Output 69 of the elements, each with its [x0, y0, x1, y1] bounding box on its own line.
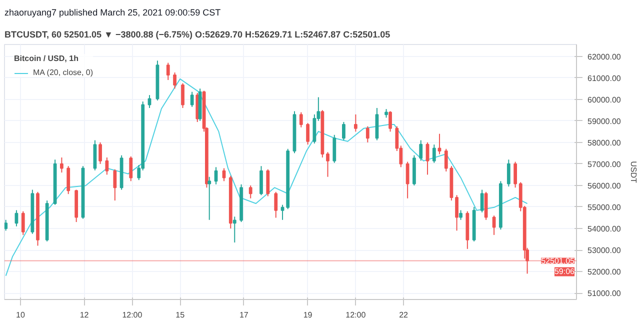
annotation: 59:06 [554, 267, 576, 276]
candlestick [375, 107, 379, 141]
candlestick [514, 161, 518, 188]
x-tick-label: 12 [80, 310, 90, 320]
candlestick [459, 210, 462, 220]
candlestick [506, 159, 510, 188]
candlestick [113, 168, 117, 202]
candlestick [480, 189, 484, 213]
y-tick-label: 56000.00 [588, 181, 622, 190]
x-tick-label: 10 [16, 310, 26, 320]
candlestick [388, 110, 392, 132]
y-tick-label: 54000.00 [588, 224, 622, 234]
candlestick [406, 161, 410, 199]
chart-title: zhaoruyang7 published March 25, 2021 09:00:59 CST [4, 8, 222, 18]
y-tick-label: 60000.00 [588, 95, 622, 104]
candlestick [66, 166, 70, 195]
candlestick [4, 219, 8, 232]
x-tick-label: 19 [303, 310, 313, 320]
y-axis-title: USDT [628, 161, 638, 183]
legend-label: MA (20, close, 0) [33, 68, 94, 77]
candlestick [60, 156, 64, 174]
candlestick [21, 210, 25, 236]
y-tick-label: 59000.00 [588, 116, 622, 126]
candlestick [326, 152, 330, 178]
candlestick [166, 62, 170, 81]
candlestick [306, 122, 310, 146]
candlestick [312, 114, 316, 144]
y-tick-label: 62000.00 [588, 52, 622, 62]
candlestick [432, 144, 436, 164]
candlestick [342, 121, 346, 141]
y-tick-label: 57000.00 [588, 160, 622, 169]
x-tick-label: 22 [399, 310, 409, 320]
candlestick [208, 176, 212, 220]
line-series [5, 78, 528, 276]
y-tick-label: 58000.00 [588, 138, 622, 148]
candlestick [274, 191, 278, 218]
x-tick-label: 12:00 [346, 310, 366, 320]
candlestick [266, 168, 270, 197]
candlestick [280, 204, 284, 220]
candlestick [332, 134, 336, 164]
candlestick [105, 156, 109, 176]
candlestick [419, 140, 423, 162]
candlestick [438, 133, 442, 155]
candlestick [444, 148, 448, 172]
candlestick [232, 216, 236, 243]
candlestick [366, 126, 370, 143]
candlestick [260, 166, 263, 196]
candlestick [98, 142, 102, 164]
candlestick [190, 91, 194, 108]
ref-line-label: 52501.05 [541, 256, 576, 266]
candlestick [173, 72, 176, 90]
candlestick [129, 156, 133, 182]
chart-subtitle: BTCUSDT, 60 52501.05 ▼ −3800.88 (−6.75%) O:52629.70 H:52629.71 L:52467.87 C:52501.05 [4, 30, 390, 40]
y-tick-label: 51000.00 [588, 289, 622, 298]
x-tick-label: 17 [239, 310, 249, 320]
x-tick-label: 15 [176, 310, 186, 320]
y-tick-label: 55000.00 [588, 202, 622, 212]
legend-title: Bitcoin / USD, 1h [14, 54, 80, 63]
candlestick [455, 194, 458, 232]
y-tick-label: 53000.00 [588, 246, 622, 256]
candlestick [248, 184, 252, 199]
candlestick [148, 94, 152, 108]
candlestick [354, 114, 358, 132]
candlestick [299, 112, 303, 128]
y-tick-label: 52000.00 [588, 268, 622, 277]
x-tick-label: 12:00 [122, 310, 143, 320]
y-tick-label: 61000.00 [588, 74, 622, 83]
candlestick [181, 82, 184, 108]
candlestick [484, 191, 488, 220]
